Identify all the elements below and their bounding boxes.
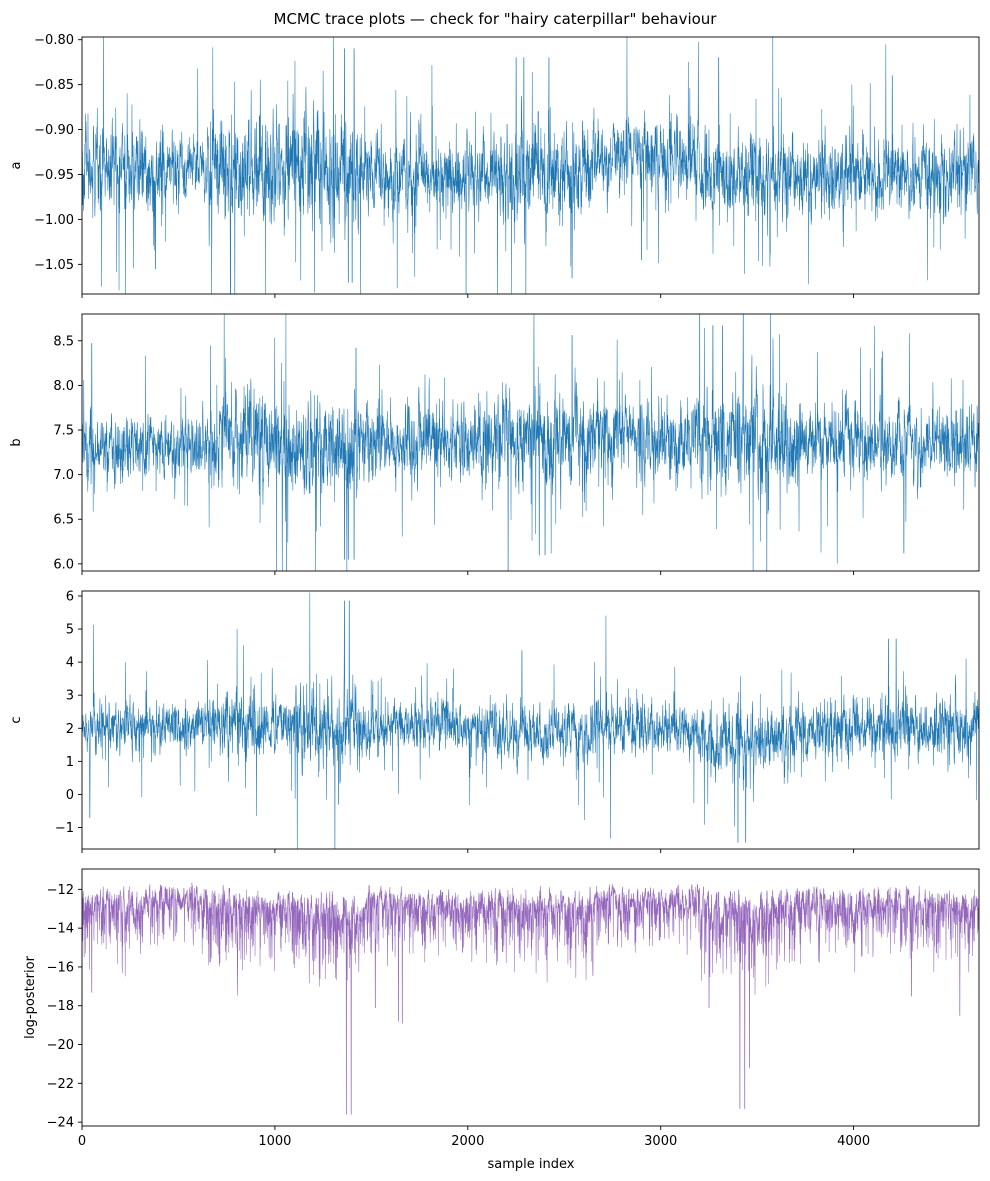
- trace-panel-b: 6.0 6.5 7.0 7.5 8.0 8.5 b: [9, 313, 980, 575]
- y-tick-label: −1.05: [34, 258, 74, 273]
- y-tick-label: −0.80: [34, 33, 74, 48]
- trace-panel-log-posterior: −24 −22 −20 −18 −16 −14 −12 0 1000 2000 3000 4000 lo…: [23, 868, 980, 1149]
- y-tick-label: −14: [47, 922, 74, 937]
- y-tick-label: −18: [47, 999, 74, 1014]
- y-tick-label: 8.0: [53, 379, 74, 394]
- trace-line-log-posterior: [82, 882, 979, 1115]
- trace-panels: −1.05 −1.00 −0.95 −0.90 −0.85 −0.80 a 6.0 6.5 7.0…: [9, 33, 980, 1149]
- y-tick-label: 6.5: [53, 513, 74, 528]
- y-tick-label: −16: [47, 960, 74, 975]
- y-tick-label: 2: [66, 722, 74, 737]
- x-axis-label: sample index: [488, 1157, 575, 1172]
- y-axis-label-log-posterior: log-posterior: [23, 955, 38, 1038]
- y-tick-label: 5: [66, 623, 74, 638]
- trace-line-c: [82, 592, 979, 849]
- axes-frame-log-posterior: [81, 868, 980, 1127]
- y-tick-label: 6: [66, 589, 74, 604]
- y-tick-label: 6.0: [53, 557, 74, 572]
- y-tick-label: 7.0: [53, 468, 74, 483]
- trace-panel-a: −1.05 −1.00 −0.95 −0.90 −0.85 −0.80 a: [9, 33, 980, 298]
- y-tick-label: 4: [66, 656, 74, 671]
- y-tick-label: −0.90: [34, 123, 74, 138]
- y-tick-label: 8.5: [53, 334, 74, 349]
- trace-panel-c: −1 0 1 2 3 4 5 6 c: [9, 589, 980, 853]
- y-tick-label: −1: [55, 821, 74, 836]
- x-tick-label: 4000: [837, 1134, 870, 1149]
- trace-line-b: [82, 314, 979, 571]
- axes-frame-b: [81, 313, 980, 572]
- x-tick-label: 3000: [644, 1134, 677, 1149]
- y-tick-label: −1.00: [34, 213, 74, 228]
- y-tick-label: −20: [47, 1038, 74, 1053]
- trace-line-a: [82, 37, 979, 294]
- x-tick-label: 2000: [451, 1134, 484, 1149]
- x-tick-label: 0: [78, 1134, 86, 1149]
- y-tick-label: −0.95: [34, 168, 74, 183]
- figure-title: MCMC trace plots — check for "hairy cate…: [274, 10, 718, 28]
- y-axis-label-c: c: [9, 716, 24, 723]
- y-tick-label: −22: [47, 1077, 74, 1092]
- y-tick-label: −24: [47, 1116, 74, 1131]
- y-tick-label: 0: [66, 788, 74, 803]
- axes-frame-c: [81, 590, 980, 850]
- y-tick-label: 7.5: [53, 424, 74, 439]
- axes-frame-a: [81, 36, 980, 295]
- y-tick-label: −12: [47, 883, 74, 898]
- y-axis-label-b: b: [9, 438, 24, 446]
- y-tick-label: 3: [66, 689, 74, 704]
- y-tick-label: 1: [66, 755, 74, 770]
- y-axis-label-a: a: [9, 162, 24, 170]
- y-tick-label: −0.85: [34, 78, 74, 93]
- x-tick-label: 1000: [258, 1134, 291, 1149]
